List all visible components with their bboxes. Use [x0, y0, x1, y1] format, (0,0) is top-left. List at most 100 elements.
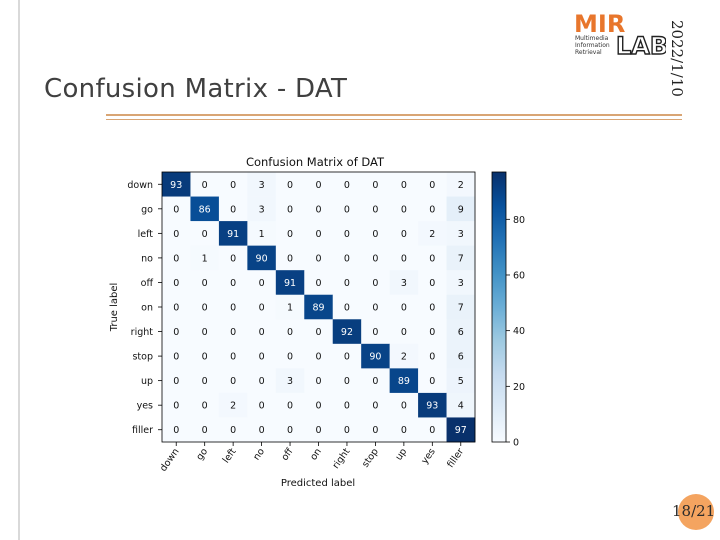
cell-value: 0 [315, 401, 321, 412]
cell-value: 3 [287, 376, 293, 387]
cell-value: 0 [401, 204, 407, 215]
matrix-cell [418, 221, 447, 246]
x-tick-label: no [251, 446, 267, 462]
matrix-cell [446, 245, 476, 271]
matrix-cell [304, 172, 334, 197]
cell-value: 0 [173, 401, 179, 412]
cell-value: 0 [315, 253, 321, 264]
matrix-cell [275, 270, 305, 296]
cell-value: 0 [230, 204, 236, 215]
matrix-cell [190, 294, 220, 320]
cell-value: 0 [429, 180, 435, 191]
matrix-cell [446, 294, 476, 320]
cell-value: 0 [259, 425, 265, 436]
matrix-cell [361, 294, 390, 320]
matrix-cell [275, 294, 305, 320]
matrix-cell [162, 368, 191, 394]
cell-value: 6 [458, 352, 464, 363]
cell-value: 0 [173, 352, 179, 363]
matrix-cell [332, 319, 362, 345]
cell-value: 0 [173, 204, 179, 215]
cell-value: 0 [372, 425, 378, 436]
cell-value: 3 [458, 229, 464, 240]
matrix-cell [418, 319, 447, 345]
matrix-cell [389, 368, 419, 394]
cell-value: 0 [315, 180, 321, 191]
cell-value: 0 [287, 327, 293, 338]
matrix-cell [162, 294, 191, 320]
y-tick-label: filler [132, 425, 153, 436]
cell-value: 0 [230, 425, 236, 436]
cell-value: 0 [315, 229, 321, 240]
cell-value: 0 [287, 425, 293, 436]
matrix-cell [247, 392, 277, 418]
cell-value: 0 [202, 278, 208, 289]
matrix-cell [418, 368, 447, 394]
cell-value: 0 [429, 352, 435, 363]
matrix-cell [162, 270, 191, 296]
matrix-cell [446, 319, 476, 345]
matrix-cell [389, 270, 419, 296]
x-tick-label: left [221, 446, 239, 465]
matrix-cell [361, 221, 390, 246]
cell-value: 0 [230, 303, 236, 314]
cell-value: 0 [344, 253, 350, 264]
matrix-cell [389, 172, 419, 197]
cell-value: 1 [259, 229, 265, 240]
matrix-cell [162, 221, 191, 246]
cell-value: 0 [173, 253, 179, 264]
matrix-cell [190, 221, 220, 246]
title-rule-top [106, 114, 682, 116]
cell-value: 0 [202, 401, 208, 412]
title-rule-bottom [106, 119, 682, 120]
matrix-cell [446, 417, 476, 443]
matrix-cell [389, 294, 419, 320]
matrix-cell [361, 417, 390, 443]
slide-date: 2022/1/10 [668, 20, 686, 97]
matrix-cell [332, 417, 362, 443]
cell-value: 0 [315, 376, 321, 387]
cell-value: 0 [202, 376, 208, 387]
matrix-cell [190, 417, 220, 443]
cell-value: 0 [429, 278, 435, 289]
matrix-cell [218, 343, 248, 369]
cell-value: 0 [401, 253, 407, 264]
cell-value: 0 [401, 425, 407, 436]
matrix-cell [218, 319, 248, 345]
cell-value: 0 [372, 327, 378, 338]
y-tick-label: right [131, 327, 154, 338]
matrix-cell [162, 245, 191, 271]
matrix-cell [418, 294, 447, 320]
matrix-cell [275, 221, 305, 246]
cell-value: 92 [341, 327, 353, 338]
cell-value: 0 [401, 401, 407, 412]
matrix-cell [389, 417, 419, 443]
matrix-cell [190, 270, 220, 296]
matrix-cell [162, 196, 191, 222]
cell-value: 3 [259, 180, 265, 191]
y-tick-label: down [127, 180, 153, 191]
cell-value: 0 [202, 180, 208, 191]
colorbar [491, 171, 507, 443]
x-tick-label: go [194, 446, 210, 462]
x-axis-label: Predicted label [281, 478, 355, 489]
matrix-cell [389, 392, 419, 418]
matrix-cell [332, 392, 362, 418]
cell-value: 0 [344, 425, 350, 436]
cell-value: 7 [458, 303, 464, 314]
matrix-cell [247, 196, 277, 222]
matrix-cell [304, 417, 334, 443]
x-tick-label: stop [360, 446, 381, 469]
x-tick-label: filler [445, 446, 466, 470]
cell-value: 7 [458, 253, 464, 264]
matrix-cell [190, 172, 220, 197]
matrix-cell [446, 270, 476, 296]
cell-value: 89 [312, 303, 324, 314]
page-number: 18/21 [672, 502, 716, 520]
matrix-cell [418, 343, 447, 369]
y-tick-label: on [141, 303, 153, 314]
matrix-cell [418, 270, 447, 296]
cell-value: 0 [259, 278, 265, 289]
cell-value: 0 [173, 278, 179, 289]
cell-value: 6 [458, 327, 464, 338]
